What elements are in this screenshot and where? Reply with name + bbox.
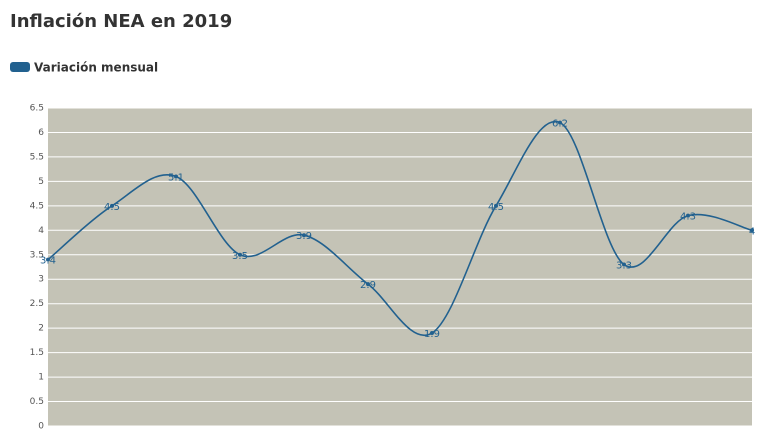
data-label: 3.5 bbox=[232, 251, 248, 262]
data-label: 6.2 bbox=[552, 119, 568, 130]
point bbox=[430, 331, 434, 336]
data-label: 4.3 bbox=[680, 212, 696, 223]
y-tick-label: 0 bbox=[38, 422, 44, 432]
point bbox=[110, 203, 114, 208]
point bbox=[622, 262, 626, 267]
data-label: 4.5 bbox=[104, 202, 120, 213]
data-label: 3.4 bbox=[40, 256, 56, 267]
data-label: 1.9 bbox=[424, 329, 440, 340]
point bbox=[46, 257, 50, 262]
y-tick-label: 6.5 bbox=[30, 104, 44, 114]
y-tick-label: 4.5 bbox=[30, 201, 44, 211]
point bbox=[174, 174, 178, 179]
plot-background bbox=[48, 108, 752, 426]
legend-swatch bbox=[10, 62, 30, 72]
point bbox=[366, 282, 370, 287]
chart-title: Inflación NEA en 2019 bbox=[10, 11, 232, 32]
y-tick-label: 1 bbox=[38, 373, 44, 383]
point bbox=[686, 213, 690, 218]
data-label: 4.5 bbox=[488, 202, 504, 213]
data-label: 2.9 bbox=[360, 280, 376, 291]
y-tick-label: 6 bbox=[38, 128, 44, 138]
y-tick-label: 1.5 bbox=[30, 348, 44, 358]
data-label: 4 bbox=[749, 226, 755, 237]
point bbox=[302, 233, 306, 238]
y-tick-label: 5.5 bbox=[30, 152, 44, 162]
y-tick-label: 2.5 bbox=[30, 299, 44, 309]
point bbox=[238, 252, 242, 257]
y-tick-label: 4 bbox=[38, 226, 44, 236]
point bbox=[750, 228, 754, 233]
data-label: 3.9 bbox=[296, 231, 312, 242]
y-tick-label: 3.5 bbox=[30, 250, 44, 260]
legend-label: Variación mensual bbox=[34, 61, 158, 75]
point bbox=[558, 120, 562, 125]
point bbox=[494, 203, 498, 208]
y-tick-label: 5 bbox=[38, 177, 44, 187]
data-label: 3.3 bbox=[616, 261, 632, 272]
y-tick-label: 3 bbox=[38, 275, 44, 285]
data-label: 5.1 bbox=[168, 172, 184, 183]
y-tick-label: 2 bbox=[38, 324, 44, 334]
y-tick-label: 0.5 bbox=[30, 397, 44, 407]
